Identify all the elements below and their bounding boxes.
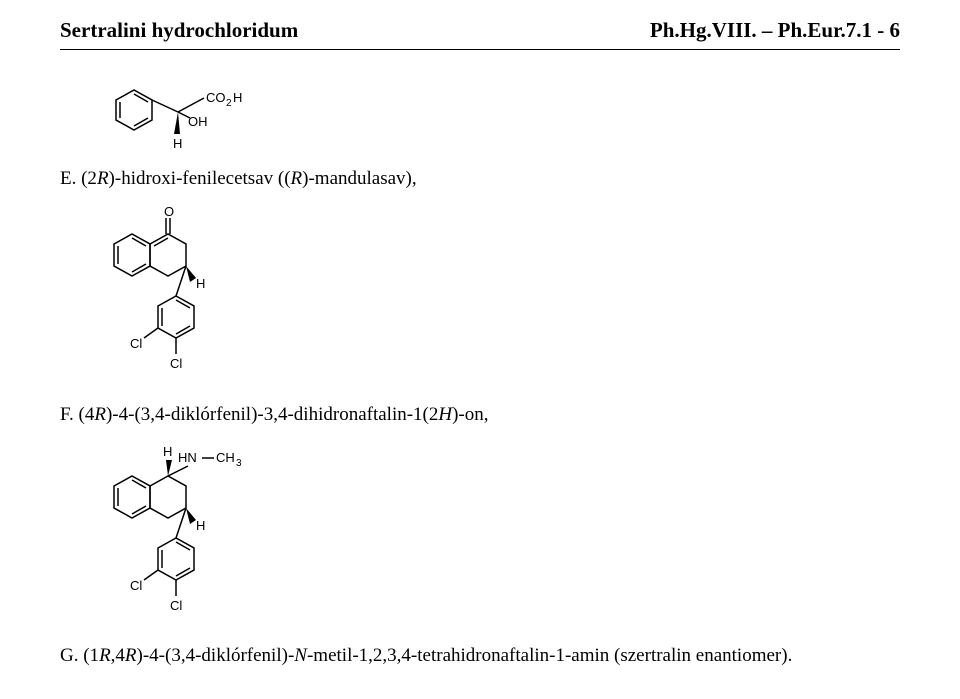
svg-text:Cl: Cl	[170, 356, 182, 371]
svg-text:OH: OH	[188, 114, 208, 129]
entry-E-text: (2R)-hidroxi-fenilecetsav ((R)-mandulasa…	[81, 168, 417, 189]
svg-text:Cl: Cl	[170, 598, 182, 613]
entry-F-text: (4R)-4-(3,4-diklórfenil)-3,4-dihidronaft…	[79, 404, 489, 425]
entry-E-label: E.	[60, 168, 76, 189]
page-header: Sertralini hydrochloridum Ph.Hg.VIII. – …	[60, 18, 900, 43]
entry-G: G. (1R,4R)-4-(3,4-diklórfenil)-N-metil-1…	[60, 645, 900, 667]
svg-text:H: H	[196, 276, 205, 291]
svg-text:H: H	[163, 444, 172, 459]
entry-F: F. (4R)-4-(3,4-diklórfenil)-3,4-dihidron…	[60, 404, 900, 426]
svg-text:HN: HN	[178, 450, 197, 465]
structure-F: O H Cl Cl	[96, 204, 900, 394]
entry-G-label: G.	[60, 645, 78, 666]
structure-E: CO 2 H H OH	[96, 68, 900, 158]
svg-text:Cl: Cl	[130, 578, 142, 593]
header-right: Ph.Hg.VIII. – Ph.Eur.7.1 - 6	[650, 18, 900, 43]
svg-text:CH: CH	[216, 450, 235, 465]
entry-F-label: F.	[60, 404, 74, 425]
entry-E: E. (2R)-hidroxi-fenilecetsav ((R)-mandul…	[60, 168, 900, 190]
svg-text:3: 3	[236, 458, 242, 469]
structure-G: H HN CH 3 H Cl Cl	[96, 440, 900, 635]
svg-text:O: O	[164, 204, 174, 219]
svg-text:H: H	[233, 90, 242, 105]
svg-text:CO: CO	[206, 90, 226, 105]
svg-text:H: H	[173, 136, 182, 151]
svg-text:2: 2	[226, 98, 232, 109]
header-left: Sertralini hydrochloridum	[60, 18, 298, 43]
svg-text:Cl: Cl	[130, 336, 142, 351]
header-rule	[60, 49, 900, 50]
svg-text:H: H	[196, 518, 205, 533]
entry-G-text: (1R,4R)-4-(3,4-diklórfenil)-N-metil-1,2,…	[83, 645, 792, 666]
